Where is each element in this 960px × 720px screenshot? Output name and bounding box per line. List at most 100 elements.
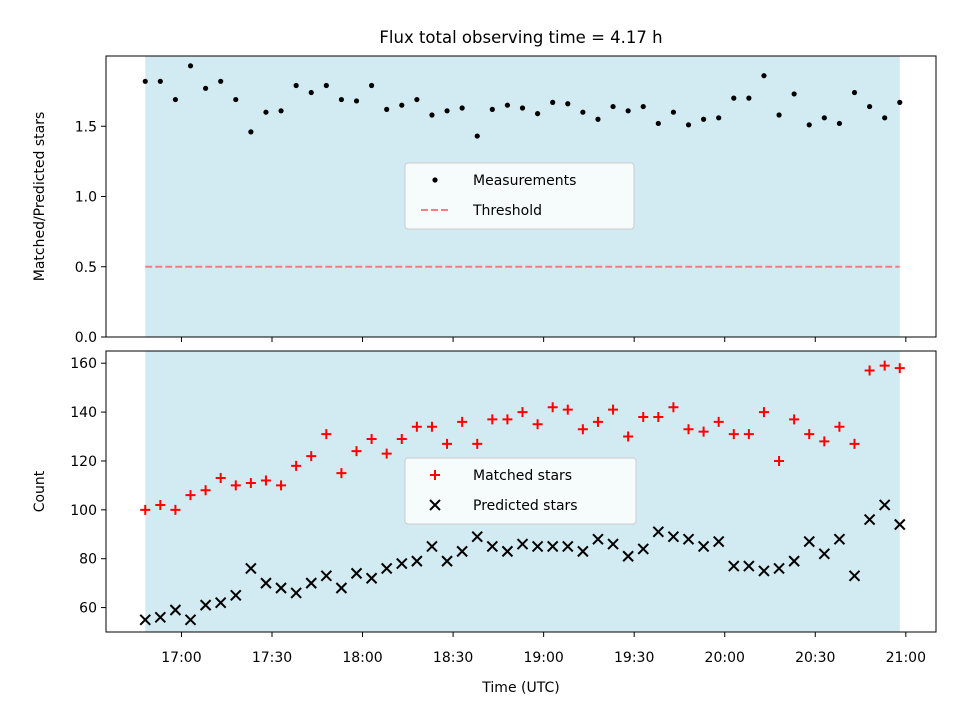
matched-stars-point [879,360,890,371]
chart-title: Flux total observing time = 4.17 h [379,28,662,47]
measurement-point [806,122,812,128]
predicted-stars-point [365,572,378,584]
legend: Measurements Threshold [404,162,635,230]
measurement-point [776,112,782,118]
matched-stars-point [502,414,513,425]
predicted-stars-point [637,543,649,555]
measurement-point [685,122,692,128]
measurement-point [489,106,495,112]
measurement-point [323,82,329,89]
legend-label: Matched stars [473,468,572,484]
predicted-stars-point [592,533,604,545]
measurement-point [655,120,661,127]
matched-stars-point [834,421,845,432]
matched-stars-point [864,365,875,376]
predicted-stars-point [380,562,393,575]
measurement-point [550,99,556,105]
predicted-stars-point [214,596,227,609]
measurement-point [882,115,888,121]
predicted-stars-point [712,535,725,548]
matched-stars-point [170,504,181,515]
axes-frame [105,55,937,338]
matched-stars-point [351,446,362,457]
measurement-point [369,82,375,89]
matched-stars-point [155,499,166,510]
measurement-point [746,95,752,101]
matched-stars-point [200,485,211,496]
matched-stars-point [291,460,302,471]
matched-stars-point [608,404,619,415]
x-tick-label: 21:00 [886,650,926,666]
measurement-point [519,105,526,111]
legend-plus-marker [430,470,440,480]
matched-stars-point [547,402,558,413]
matched-stars-point [411,421,422,432]
matched-stars-point [804,429,815,440]
measurement-point [504,102,511,108]
matched-stars-point [366,433,377,444]
matched-stars-point [653,411,664,422]
predicted-stars-point [230,589,242,602]
predicted-stars-point [275,582,287,594]
matched-stars-point [532,419,543,430]
predicted-stars-point [516,538,529,550]
matched-stars-point [758,407,769,418]
measurement-point [701,116,707,122]
matched-stars-point [245,477,256,488]
axes-frame [105,350,937,633]
predicted-stars-point [199,599,212,611]
measurement-point [580,109,586,115]
matched-stars-point [336,468,347,479]
predicted-stars-point [607,538,619,550]
matched-stars-point [592,416,603,427]
predicted-stars-point [184,614,197,626]
matched-stars-point [728,429,739,440]
measurement-point [459,105,465,111]
matched-stars-point [487,414,498,425]
matched-stars-point [789,414,800,425]
predicted-stars-point [426,540,438,553]
measurement-point [625,108,631,114]
predicted-stars-point [471,530,483,543]
measurement-point [897,99,903,105]
measurement-point [429,112,435,118]
predicted-stars-point [652,526,665,538]
legend-box [404,457,637,525]
measurement-point [308,89,314,96]
measurement-point [851,89,858,96]
measurement-point [731,95,737,101]
predicted-stars-point [773,562,785,575]
measurement-point [384,106,390,112]
predicted-stars-point [169,604,182,616]
matched-stars-point [623,431,634,442]
legend-label: Measurements [473,173,576,189]
y-tick-label: 60 [79,601,97,617]
matched-stars-point [276,480,287,491]
matched-stars-point [894,363,905,374]
predicted-stars-point [350,567,363,580]
measurement-point [836,120,843,127]
x-tick-label: 19:30 [614,650,654,666]
measurement-point [353,98,360,104]
measurement-point [867,103,873,110]
matched-stars-point [306,451,317,462]
measurement-point [278,108,284,114]
measurement-point [595,116,601,122]
predicted-stars-point [396,557,408,570]
y-tick-label: 80 [79,552,97,568]
measurement-point [791,91,797,97]
measurement-point [474,133,480,139]
y-axis-label: Matched/Predicted stars [32,112,48,282]
y-tick-label: 120 [70,454,97,470]
measurement-point [610,103,616,110]
predicted-stars-point [667,530,680,543]
matched-stars-point [185,490,196,501]
matched-stars-point [321,429,332,440]
predicted-stars-point [833,533,846,545]
predicted-stars-point [848,570,861,582]
measurement-point [263,109,269,115]
predicted-stars-point [562,540,574,553]
measurement-point [293,82,299,89]
measurement-point [535,111,541,117]
matched-stars-point [713,416,724,427]
